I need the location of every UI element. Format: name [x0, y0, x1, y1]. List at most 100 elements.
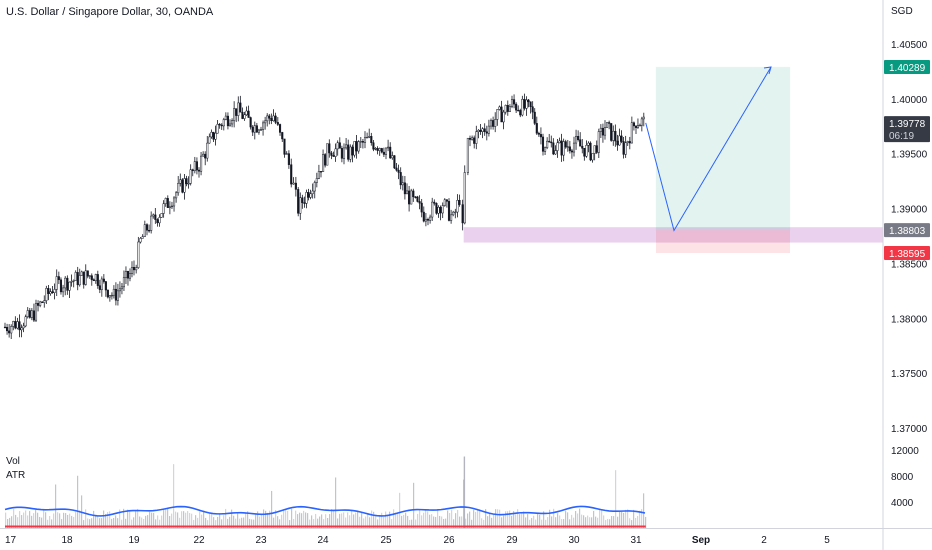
volume-bar — [151, 512, 153, 528]
candle-body — [558, 140, 561, 144]
candle — [12, 320, 15, 331]
candle — [141, 234, 144, 239]
candle-body — [200, 155, 203, 172]
candle — [560, 133, 563, 162]
candle-body — [420, 202, 423, 213]
candle-body — [387, 146, 390, 149]
volume-bar — [527, 514, 529, 528]
price-tag-label: 1.40289 — [889, 63, 926, 74]
candle — [175, 191, 178, 203]
volume-bar — [259, 516, 261, 528]
y-tick-label: 1.39000 — [891, 205, 928, 216]
candle — [228, 119, 232, 127]
candle — [541, 133, 545, 156]
candle — [72, 279, 75, 288]
candle — [510, 95, 514, 109]
candle — [496, 109, 499, 126]
candle-body — [166, 198, 169, 208]
candle — [189, 164, 192, 186]
candle-body — [72, 280, 75, 282]
candle — [177, 176, 180, 196]
volume-bar — [363, 518, 365, 528]
volume-bar — [219, 514, 221, 528]
candle-body — [212, 131, 215, 140]
candle — [187, 176, 190, 189]
candle — [403, 176, 406, 200]
volume-bar — [641, 509, 643, 528]
candle-body — [583, 148, 586, 157]
candle — [628, 136, 631, 150]
volume-bar — [621, 511, 623, 528]
candle — [287, 150, 290, 169]
volume-bar — [443, 518, 445, 528]
candle-body — [612, 130, 615, 141]
volume-bar — [415, 519, 417, 528]
candle — [202, 151, 205, 157]
candle-layer — [3, 93, 645, 340]
volume-bar — [239, 518, 241, 528]
candle — [612, 125, 615, 146]
candle-body — [319, 171, 323, 173]
candle — [185, 175, 188, 187]
price-tag: 1.40289 — [884, 60, 930, 75]
candle — [135, 264, 138, 274]
candle — [342, 143, 346, 165]
candle — [51, 286, 54, 294]
candle — [104, 280, 107, 297]
volume-bar — [125, 518, 127, 528]
candle — [498, 105, 501, 111]
volume-bar — [459, 516, 461, 528]
candle — [55, 269, 58, 297]
candle — [208, 133, 211, 144]
candle — [366, 132, 369, 139]
volume-bar — [397, 512, 399, 528]
candle-body — [441, 205, 444, 214]
candle-body — [281, 132, 284, 140]
volume-bar — [177, 512, 179, 528]
volume-bar — [249, 518, 251, 528]
candle-body — [370, 136, 373, 143]
volume-bar — [349, 515, 351, 528]
candle — [257, 128, 260, 135]
candle — [18, 314, 21, 338]
candle — [597, 128, 600, 159]
volume-bar — [83, 520, 85, 528]
candle-body — [64, 277, 67, 289]
volume-bar — [269, 510, 271, 528]
candle — [183, 174, 186, 200]
volume-bar — [311, 515, 313, 528]
candle — [359, 137, 362, 149]
candle-body — [86, 270, 89, 277]
x-tick-label: 25 — [380, 535, 392, 546]
candle — [108, 295, 111, 302]
volume-bar — [133, 517, 135, 528]
candle — [535, 116, 538, 135]
candle-body — [368, 136, 371, 138]
volume-bar — [153, 512, 155, 528]
candle-body — [498, 106, 501, 110]
candle-body — [22, 325, 25, 329]
volume-bar — [215, 520, 217, 528]
volume-bar — [147, 515, 149, 528]
candle-body — [616, 140, 619, 146]
candle — [587, 141, 590, 153]
candle-body — [218, 123, 221, 126]
candle-body — [262, 122, 265, 130]
candle — [303, 196, 306, 208]
candle — [130, 261, 134, 278]
candle — [299, 192, 302, 220]
candle-body — [581, 145, 584, 149]
volume-bar — [509, 510, 511, 528]
candle-body — [638, 124, 641, 127]
volume-bar — [571, 514, 573, 528]
volume-bar — [405, 512, 407, 528]
volume-bar — [565, 510, 567, 528]
volume-bar — [149, 511, 151, 528]
candle-body — [172, 197, 176, 207]
candle-body — [145, 224, 149, 231]
candle — [410, 188, 413, 205]
volume-bar — [357, 511, 359, 528]
candle-body — [489, 120, 493, 127]
volume-bar — [625, 509, 627, 528]
